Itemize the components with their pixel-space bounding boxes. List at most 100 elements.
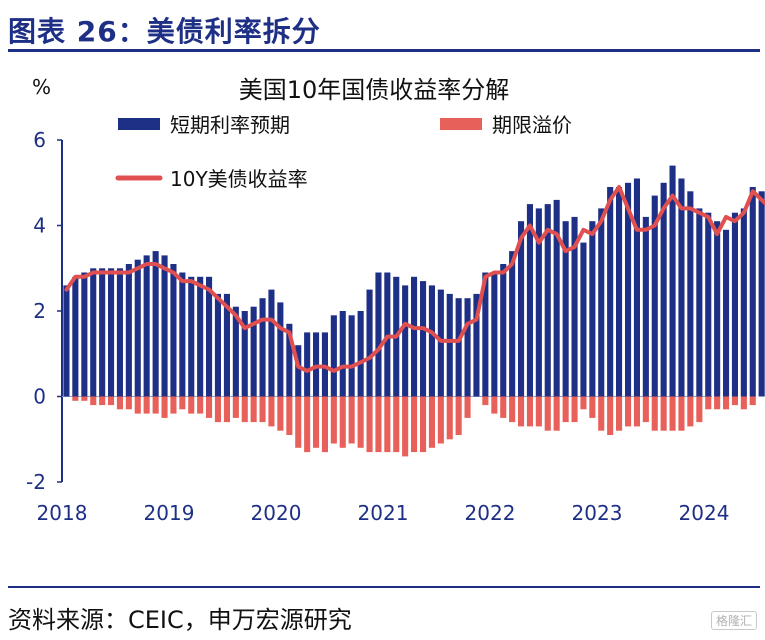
bar-term-premium xyxy=(223,396,230,423)
bar-short-rate xyxy=(295,345,302,397)
bar-term-premium xyxy=(553,396,560,431)
bar-term-premium xyxy=(544,396,551,431)
x-tick-label: 2023 xyxy=(572,501,623,525)
chart-container: % 美国10年国债收益率分解 短期利率预期 期限溢价 10Y美债收益率 -2 0 2… xyxy=(0,56,765,576)
bar-term-premium xyxy=(571,396,578,423)
bar-term-premium xyxy=(313,396,320,448)
bar-term-premium xyxy=(259,396,266,423)
bar-term-premium xyxy=(580,396,587,410)
bar-short-rate xyxy=(749,187,756,397)
bar-term-premium xyxy=(72,396,79,401)
bar-term-premium xyxy=(446,396,453,440)
bar-short-rate xyxy=(143,255,150,397)
bar-short-rate xyxy=(446,293,453,397)
bar-short-rate xyxy=(651,195,658,397)
bar-term-premium xyxy=(518,396,525,427)
bar-short-rate xyxy=(740,208,747,397)
bar-short-rate xyxy=(669,165,676,397)
y-tick-label: 4 xyxy=(33,214,46,238)
bar-term-premium xyxy=(90,396,97,406)
bar-short-rate xyxy=(589,221,596,397)
bar-term-premium xyxy=(589,396,596,418)
bar-term-premium xyxy=(161,396,168,418)
bar-short-rate xyxy=(758,191,765,397)
bar-short-rate xyxy=(286,323,293,397)
bar-term-premium xyxy=(482,396,489,406)
bar-short-rate xyxy=(535,208,542,397)
bar-term-premium xyxy=(321,396,328,453)
bar-short-rate xyxy=(152,251,159,397)
bar-short-rate xyxy=(223,293,230,397)
bar-term-premium xyxy=(625,396,632,427)
bar-short-rate xyxy=(491,272,498,397)
bar-short-rate xyxy=(562,221,569,397)
bar-term-premium xyxy=(366,396,373,453)
bar-short-rate xyxy=(571,216,578,397)
legend-label-short-rate: 短期利率预期 xyxy=(170,113,290,137)
bar-short-rate xyxy=(420,281,427,397)
bar-short-rate xyxy=(473,293,480,397)
bar-short-rate xyxy=(518,221,525,397)
bar-short-rate xyxy=(206,276,213,397)
bar-short-rate xyxy=(179,272,186,397)
bar-term-premium xyxy=(696,396,703,423)
bar-term-premium xyxy=(330,396,337,444)
bar-term-premium xyxy=(286,396,293,435)
bar-term-premium xyxy=(455,396,462,435)
bar-short-rate xyxy=(366,289,373,397)
bar-short-rate xyxy=(482,272,489,397)
bar-short-rate xyxy=(161,255,168,397)
bar-term-premium xyxy=(714,396,721,410)
legend-label-yield: 10Y美债收益率 xyxy=(170,167,308,191)
bar-short-rate xyxy=(509,251,516,397)
y-tick-label: 2 xyxy=(33,299,46,323)
bar-short-rate xyxy=(321,332,328,397)
bar-term-premium xyxy=(669,396,676,431)
bar-term-premium xyxy=(384,396,391,453)
bar-short-rate xyxy=(259,298,266,397)
bar-short-rate xyxy=(339,311,346,397)
bar-short-rate xyxy=(455,298,462,397)
bar-short-rate xyxy=(625,182,632,397)
bar-term-premium xyxy=(197,396,204,414)
bar-short-rate xyxy=(304,332,311,397)
bar-term-premium xyxy=(491,396,498,414)
x-tick-label: 2020 xyxy=(251,501,302,525)
footer-divider xyxy=(8,586,760,588)
chart-svg: % 美国10年国债收益率分解 短期利率预期 期限溢价 10Y美债收益率 -2 0 2… xyxy=(26,75,765,525)
bar-short-rate xyxy=(108,268,115,397)
bar-term-premium xyxy=(535,396,542,427)
bar-short-rate xyxy=(428,285,435,397)
bar-short-rate xyxy=(464,298,471,397)
bar-term-premium xyxy=(125,396,132,410)
bar-term-premium xyxy=(642,396,649,423)
x-tick-label: 2022 xyxy=(465,501,516,525)
bar-term-premium xyxy=(420,396,427,453)
bar-term-premium xyxy=(740,396,747,410)
header-divider xyxy=(8,49,760,52)
bar-short-rate xyxy=(526,204,533,397)
bar-term-premium xyxy=(304,396,311,453)
bar-short-rate xyxy=(375,272,382,397)
bar-short-rate xyxy=(81,272,88,397)
bar-short-rate xyxy=(313,332,320,397)
y-tick-label: 6 xyxy=(33,128,46,152)
legend-label-term-premium: 期限溢价 xyxy=(492,113,572,137)
bar-term-premium xyxy=(705,396,712,410)
bar-term-premium xyxy=(687,396,694,427)
bar-short-rate xyxy=(232,306,239,397)
bar-short-rate xyxy=(214,293,221,397)
bar-term-premium xyxy=(464,396,471,418)
bar-term-premium xyxy=(562,396,569,423)
bar-short-rate xyxy=(411,276,418,397)
bar-term-premium xyxy=(598,396,605,431)
legend-swatch-term-premium xyxy=(440,118,482,130)
bar-term-premium xyxy=(509,396,516,423)
bar-term-premium xyxy=(437,396,444,444)
bar-short-rate xyxy=(170,264,177,397)
bar-term-premium xyxy=(170,396,177,414)
bar-short-rate xyxy=(99,268,106,397)
bar-short-rate xyxy=(687,191,694,397)
bar-short-rate xyxy=(125,264,132,397)
bar-short-rate xyxy=(616,187,623,397)
